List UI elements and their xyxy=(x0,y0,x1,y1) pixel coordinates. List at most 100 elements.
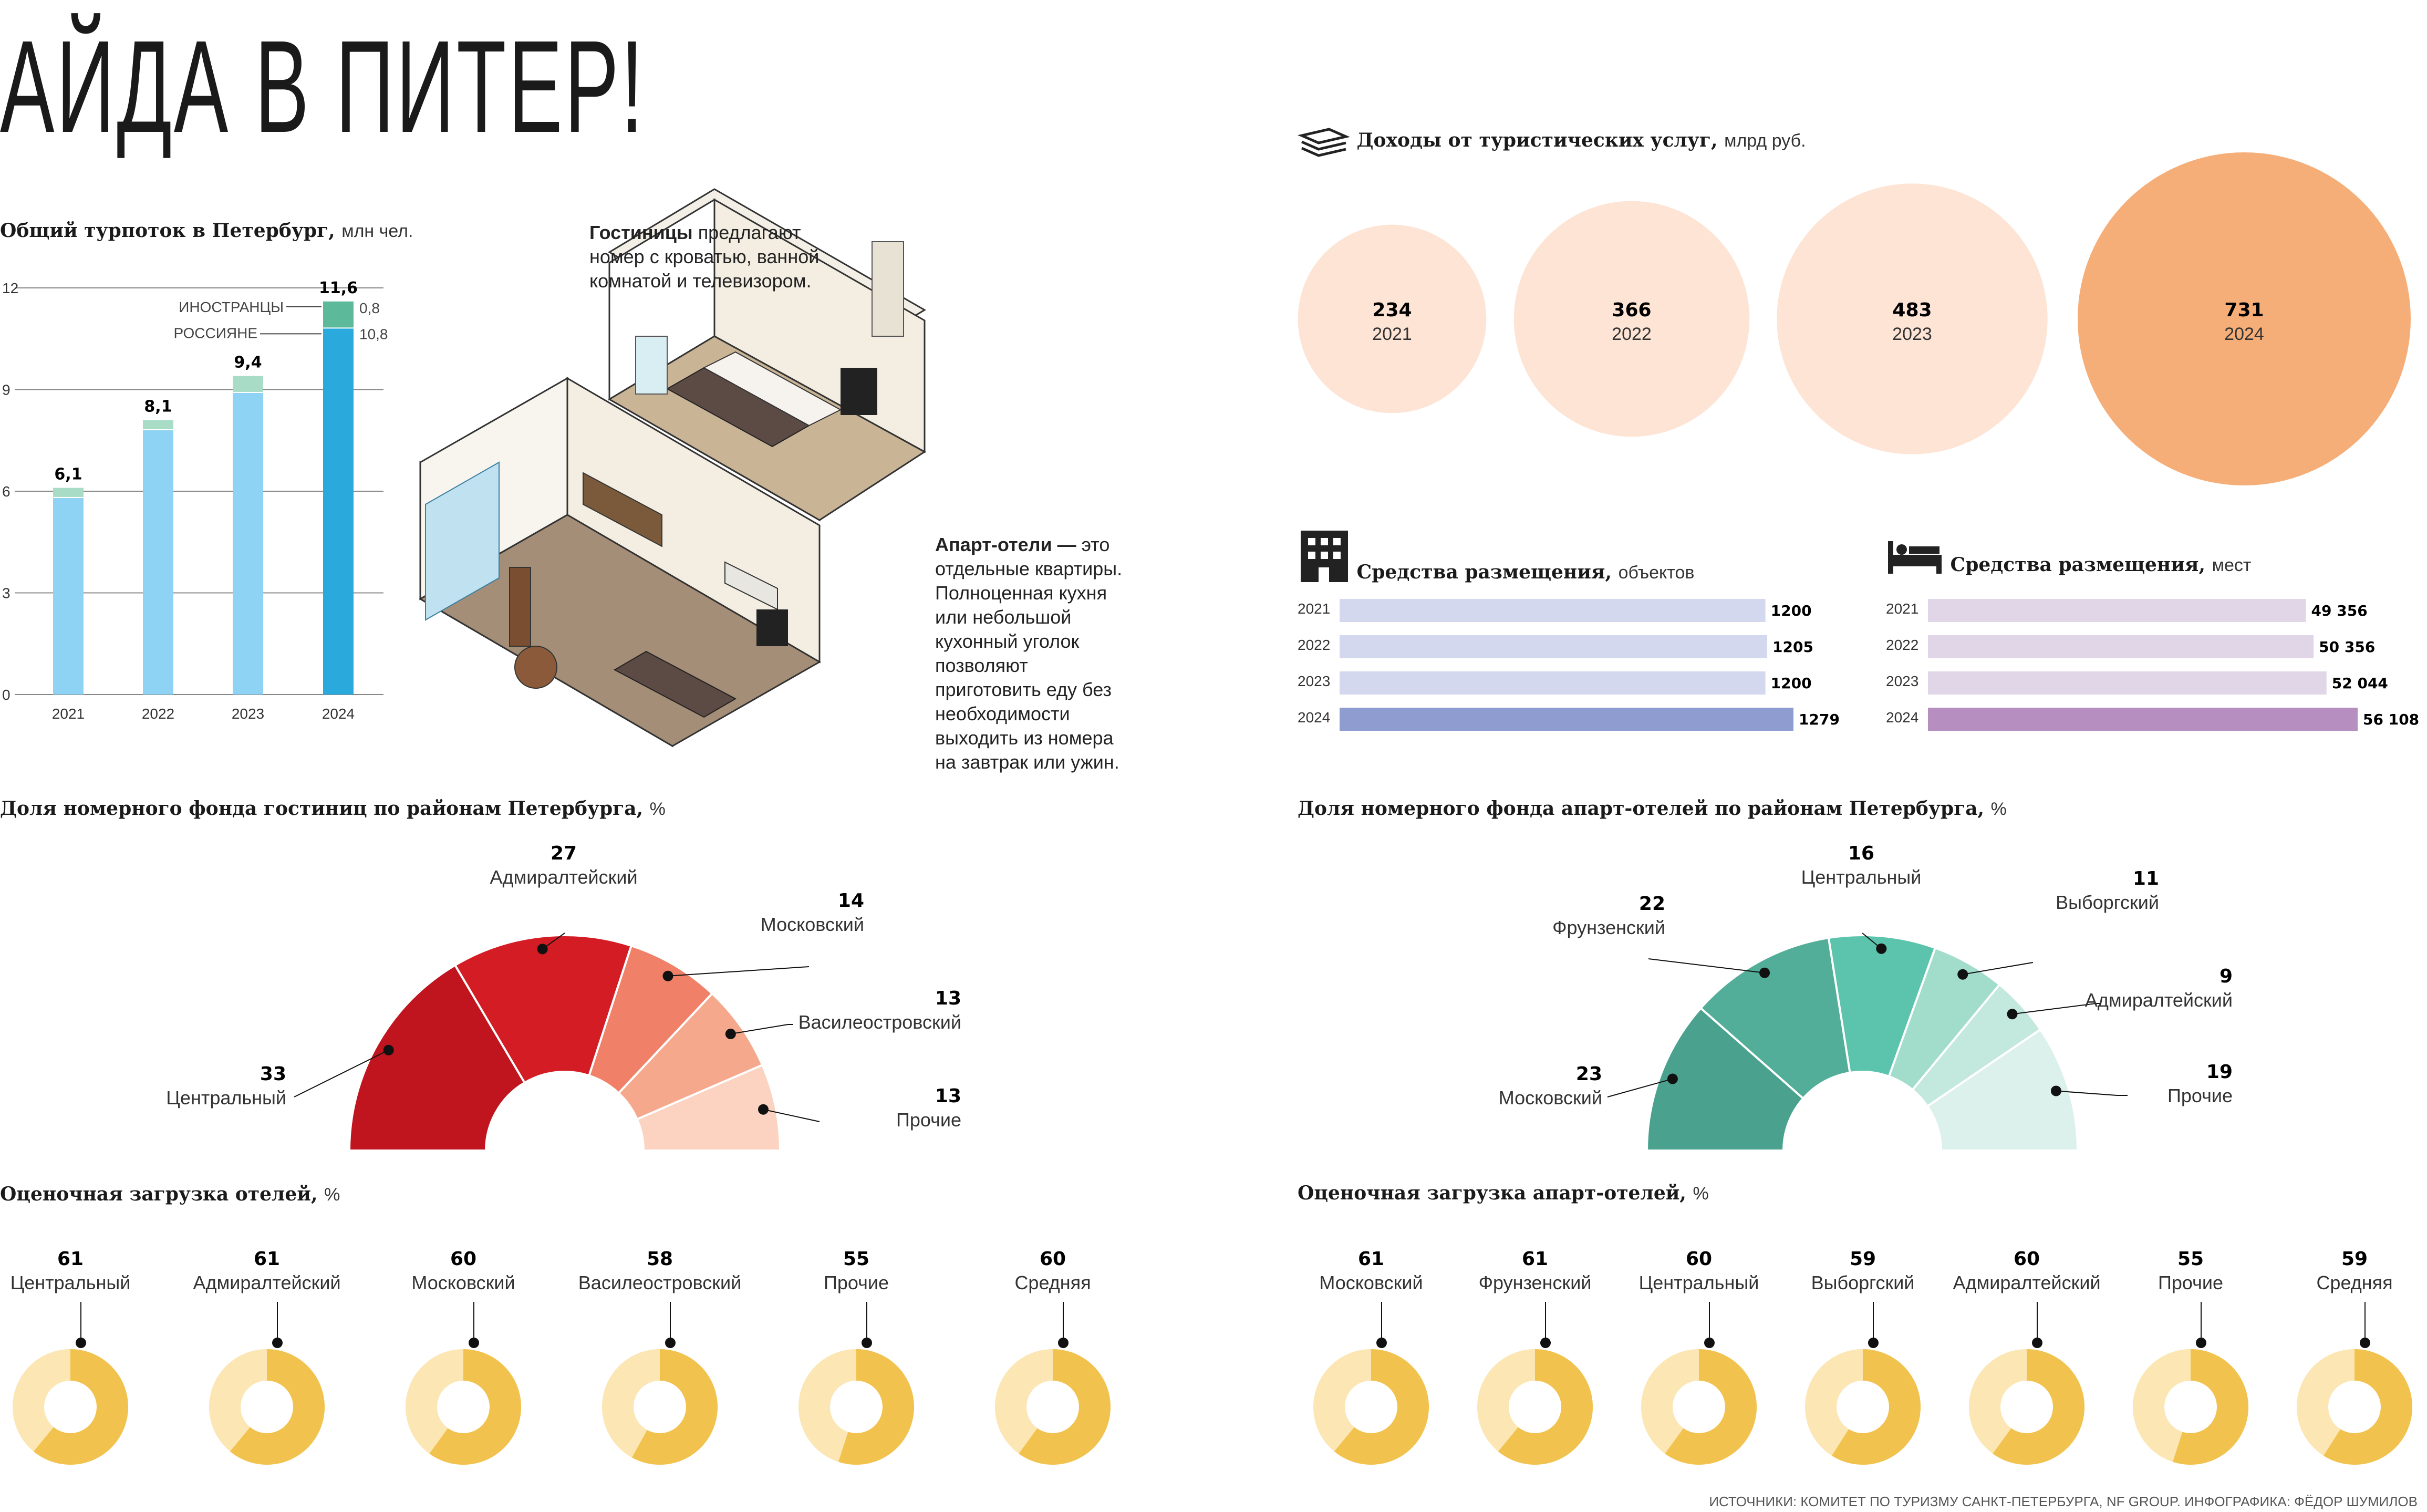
load-label: Адмиралтейский xyxy=(1953,1272,2100,1293)
y-tick-label: 3 xyxy=(2,585,11,602)
segment-label: Московский xyxy=(1499,1087,1602,1109)
turnover-title: Общий турпоток в Петербург, млн чел. xyxy=(0,220,413,242)
bar-total-label: 8,1 xyxy=(144,398,172,416)
bar-year-label: 2023 xyxy=(1886,673,1918,689)
objects-bar-chart: 2021 1200 2022 1205 2023 1200 2024 1279 xyxy=(1298,599,1840,731)
apart-load-unit: % xyxy=(1693,1184,1709,1204)
load-fill-segment xyxy=(1993,1349,2084,1465)
leader-dot xyxy=(1957,969,1968,980)
donut-segment xyxy=(348,964,526,1152)
bar-year-label: 2021 xyxy=(1298,600,1330,617)
load-label: Средняя xyxy=(1014,1272,1091,1293)
load-value: 55 xyxy=(2177,1248,2204,1270)
income-title-text: Доходы от туристических услуг, xyxy=(1356,129,1718,151)
turnover-title-text: Общий турпоток в Петербург, xyxy=(0,220,335,242)
money-icon xyxy=(1298,128,1350,157)
bar-foreign xyxy=(323,301,354,328)
segment-value: 14 xyxy=(838,890,864,912)
income-year: 2023 xyxy=(1892,324,1932,344)
hotel-load-title-text: Оценочная загрузка отелей, xyxy=(0,1183,318,1205)
bar-year-label: 2021 xyxy=(1886,600,1918,617)
load-label: Московский xyxy=(411,1272,515,1293)
load-value: 61 xyxy=(1358,1248,1384,1270)
income-year: 2024 xyxy=(2224,324,2264,344)
hotel-load-unit: % xyxy=(324,1185,340,1205)
donut-segment xyxy=(636,1063,782,1152)
hbar xyxy=(1340,708,1793,731)
load-label: Центральный xyxy=(11,1272,131,1293)
objects-unit: объектов xyxy=(1618,563,1695,583)
places-title-text: Средства размещения, xyxy=(1950,554,2206,576)
load-label: Василеостровский xyxy=(578,1272,741,1293)
load-value: 59 xyxy=(1850,1248,1876,1270)
turnover-bar-chart: 0 3 6 9 12 6,1 2021 8,1 2022 9,4 2023 11,6 2024 ИНОСТ… xyxy=(2,279,388,722)
objects-title: Средства размещения, объектов xyxy=(1298,525,1694,583)
load-label: Прочие xyxy=(2158,1272,2223,1293)
donut-segment xyxy=(1645,1007,1805,1152)
load-value: 60 xyxy=(450,1248,476,1270)
bar-year-label: 2023 xyxy=(1298,673,1330,689)
segment-value: 19 xyxy=(2206,1061,2233,1083)
leader-line xyxy=(730,1024,793,1035)
load-label: Выборгский xyxy=(1811,1272,1915,1293)
leader-line xyxy=(2012,1003,2101,1015)
segment-label: Центральный xyxy=(166,1087,286,1109)
hotels-description: Гостиницы предлагают номер с кроватью, в… xyxy=(589,221,842,293)
load-value: 61 xyxy=(1522,1248,1548,1270)
apart-load-chart: 61Московский61Фрунзенский60Центральный59… xyxy=(1313,1248,2412,1465)
load-fill-segment xyxy=(1832,1349,1921,1465)
segment-label: Московский xyxy=(761,914,864,935)
donut-segment xyxy=(1827,934,1937,1078)
load-value: 60 xyxy=(1686,1248,1712,1270)
source-note: ИСТОЧНИКИ: КОМИТЕТ ПО ТУРИЗМУ САНКТ-ПЕТЕ… xyxy=(1709,1494,2418,1509)
income-value: 234 xyxy=(1372,299,1412,321)
donut-segment xyxy=(1699,936,1851,1100)
load-label: Прочие xyxy=(824,1272,889,1293)
income-bubble xyxy=(2078,152,2411,485)
bar-foreign xyxy=(143,420,173,429)
load-fill-segment xyxy=(1334,1349,1429,1465)
hbar xyxy=(1928,635,2314,658)
x-tick-label: 2022 xyxy=(142,706,174,722)
hbar-value-label: 1205 xyxy=(1772,638,1813,656)
bar-total-label: 11,6 xyxy=(319,279,358,297)
income-bubble xyxy=(1298,224,1487,413)
segment-label: Прочие xyxy=(896,1109,961,1131)
places-title: Средства размещения, мест xyxy=(1886,539,2251,576)
russian-value: 10,8 xyxy=(359,326,388,342)
bar-foreign xyxy=(53,488,84,497)
segment-value: 23 xyxy=(1576,1063,1602,1085)
load-fill-segment xyxy=(1019,1349,1111,1465)
page-title: АЙДА В ПИТЕР! xyxy=(0,13,646,160)
bar-year-label: 2024 xyxy=(1298,709,1330,726)
load-value: 61 xyxy=(57,1248,84,1270)
segment-value: 13 xyxy=(935,1085,961,1107)
apart-description: Апарт-отели — это отдельные квартиры. По… xyxy=(935,533,1135,774)
load-fill-segment xyxy=(1498,1349,1593,1465)
income-value: 483 xyxy=(1892,299,1932,321)
load-value: 60 xyxy=(2014,1248,2040,1270)
leader-line xyxy=(2056,1090,2128,1096)
objects-title-text: Средства размещения, xyxy=(1356,561,1612,583)
hotel-share-title: Доля номерного фонда гостиниц по районам… xyxy=(0,798,666,820)
hbar xyxy=(1340,599,1766,622)
apart-title: Апарт-отели — xyxy=(935,534,1076,555)
income-year: 2021 xyxy=(1372,324,1412,344)
leader-line xyxy=(668,966,810,977)
leader-line xyxy=(1648,958,1765,974)
income-value: 731 xyxy=(2224,299,2264,321)
income-title: Доходы от туристических услуг, млрд руб. xyxy=(1298,125,1806,159)
leader-line xyxy=(542,933,565,950)
bar-russian xyxy=(143,430,173,695)
income-bubble xyxy=(1513,201,1750,437)
bar-total-label: 9,4 xyxy=(234,354,262,372)
hbar-value-label: 1279 xyxy=(1799,711,1840,728)
segment-label: Адмиралтейский xyxy=(2085,989,2233,1011)
segment-value: 11 xyxy=(2133,868,2159,889)
segment-label: Адмиралтейский xyxy=(490,866,637,888)
bar-year-label: 2022 xyxy=(1298,637,1330,653)
hbar-value-label: 1200 xyxy=(1771,675,1812,692)
load-label: Фрунзенский xyxy=(1479,1272,1592,1293)
hbar-value-label: 49 356 xyxy=(2311,602,2368,619)
segment-label: Василеостровский xyxy=(798,1011,961,1033)
